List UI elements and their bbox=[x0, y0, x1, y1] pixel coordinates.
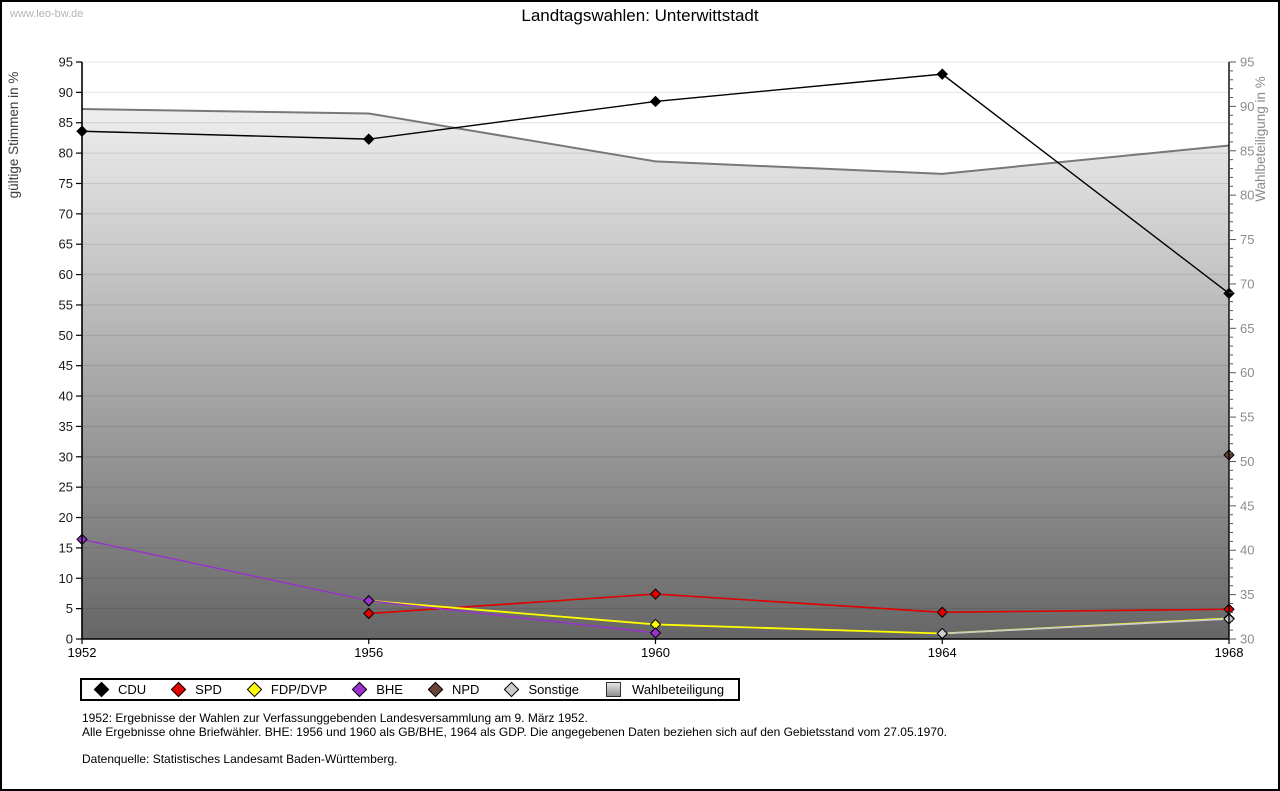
legend-item-wahlbeteiligung: Wahlbeteiligung bbox=[606, 682, 724, 697]
legend-item-spd: SPD bbox=[170, 681, 222, 698]
legend-label: SPD bbox=[195, 682, 222, 697]
marker-bhe-1960 bbox=[649, 627, 662, 639]
legend-item-bhe: BHE bbox=[351, 681, 403, 698]
legend-label: BHE bbox=[376, 682, 403, 697]
left-axis-title: gültige Stimmen in % bbox=[6, 72, 21, 199]
legend-diamond-icon bbox=[246, 681, 263, 698]
left-tick-label: 70 bbox=[59, 206, 73, 221]
legend-label: NPD bbox=[451, 682, 480, 697]
legend-diamond-icon bbox=[351, 681, 368, 698]
right-tick-label: 40 bbox=[1240, 543, 1254, 558]
left-tick-label: 5 bbox=[66, 601, 73, 616]
marker-cdu-1956 bbox=[363, 133, 375, 145]
right-tick-label: 75 bbox=[1240, 232, 1254, 247]
legend-label: Sonstige bbox=[528, 682, 580, 697]
right-tick-label: 45 bbox=[1240, 498, 1254, 513]
left-tick-label: 55 bbox=[59, 297, 73, 312]
page-title: Landtagswahlen: Unterwittstadt bbox=[521, 6, 759, 25]
right-tick-label: 85 bbox=[1240, 143, 1254, 158]
right-tick-label: 90 bbox=[1240, 99, 1254, 114]
legend-diamond-icon bbox=[427, 681, 444, 698]
footnote-line: Alle Ergebnisse ohne Briefwähler. BHE: 1… bbox=[82, 725, 948, 739]
left-tick-label: 15 bbox=[59, 540, 73, 555]
left-tick-label: 90 bbox=[59, 85, 73, 100]
right-tick-label: 60 bbox=[1240, 365, 1254, 380]
right-tick-label: 55 bbox=[1240, 410, 1254, 425]
marker-spd-1960 bbox=[649, 588, 662, 600]
left-tick-label: 20 bbox=[59, 510, 73, 525]
participation-area bbox=[82, 109, 1229, 640]
marker-cdu-1964 bbox=[936, 68, 948, 80]
x-tick-label-1968: 1968 bbox=[1215, 645, 1244, 660]
left-tick-label: 50 bbox=[59, 328, 73, 343]
marker-spd-1956 bbox=[363, 607, 375, 620]
footnotes: 1952: Ergebnisse der Wahlen zur Verfassu… bbox=[82, 711, 947, 766]
marker-spd-1964 bbox=[936, 606, 948, 618]
legend-label: CDU bbox=[118, 682, 147, 697]
watermark-url: www.leo-bw.de bbox=[10, 8, 84, 20]
legend-item-fdp-dvp: FDP/DVP bbox=[246, 681, 328, 698]
legend-label: Wahlbeteiligung bbox=[632, 682, 725, 697]
series-line-sonstige bbox=[942, 618, 1230, 635]
left-tick-label: 40 bbox=[59, 389, 73, 404]
x-tick-label-1960: 1960 bbox=[641, 645, 670, 660]
series-line-spd bbox=[368, 593, 1230, 615]
legend-item-npd: NPD bbox=[427, 681, 480, 698]
right-axis-title: Wahlbeteiligung in % bbox=[1253, 76, 1268, 202]
legend-diamond-icon bbox=[504, 681, 520, 698]
left-tick-label: 45 bbox=[59, 358, 73, 373]
right-tick-label: 70 bbox=[1240, 276, 1254, 291]
right-tick-label: 30 bbox=[1240, 632, 1254, 647]
legend-diamond-icon bbox=[93, 681, 110, 698]
marker-cdu-1960 bbox=[649, 95, 662, 108]
x-tick-label-1956: 1956 bbox=[354, 645, 383, 660]
left-tick-label: 0 bbox=[66, 632, 73, 647]
legend-area-swatch bbox=[606, 682, 622, 697]
right-tick-label: 65 bbox=[1240, 321, 1254, 336]
right-tick-label: 95 bbox=[1240, 55, 1254, 70]
x-tick-label-1964: 1964 bbox=[928, 645, 957, 660]
left-tick-label: 25 bbox=[59, 480, 73, 495]
footnote-source: Datenquelle: Statistisches Landesamt Bad… bbox=[82, 752, 398, 766]
right-tick-label: 50 bbox=[1240, 454, 1254, 469]
left-tick-label: 30 bbox=[59, 449, 73, 464]
left-tick-label: 95 bbox=[59, 55, 73, 70]
left-tick-label: 75 bbox=[59, 176, 73, 191]
legend-diamond-icon bbox=[170, 681, 187, 698]
left-tick-label: 85 bbox=[59, 115, 73, 130]
footnote-line: 1952: Ergebnisse der Wahlen zur Verfassu… bbox=[82, 711, 588, 725]
legend-box: CDU SPD FDP/DVP BHE NPD Sonstige Wahlbeteiligu… bbox=[80, 678, 741, 701]
left-tick-label: 10 bbox=[59, 571, 73, 586]
left-tick-label: 60 bbox=[59, 267, 73, 282]
right-tick-label: 80 bbox=[1240, 188, 1254, 203]
left-tick-label: 80 bbox=[59, 146, 73, 161]
marker-bhe-1956 bbox=[363, 595, 375, 607]
right-tick-label: 35 bbox=[1240, 587, 1254, 602]
legend-label: FDP/DVP bbox=[270, 682, 328, 697]
legend-item-cdu: CDU bbox=[93, 681, 147, 698]
x-tick-label-1952: 1952 bbox=[68, 645, 97, 660]
participation-line bbox=[81, 108, 1230, 175]
left-tick-label: 65 bbox=[59, 237, 73, 252]
left-tick-label: 35 bbox=[59, 419, 73, 434]
legend-item-sonstige: Sonstige bbox=[504, 681, 580, 698]
